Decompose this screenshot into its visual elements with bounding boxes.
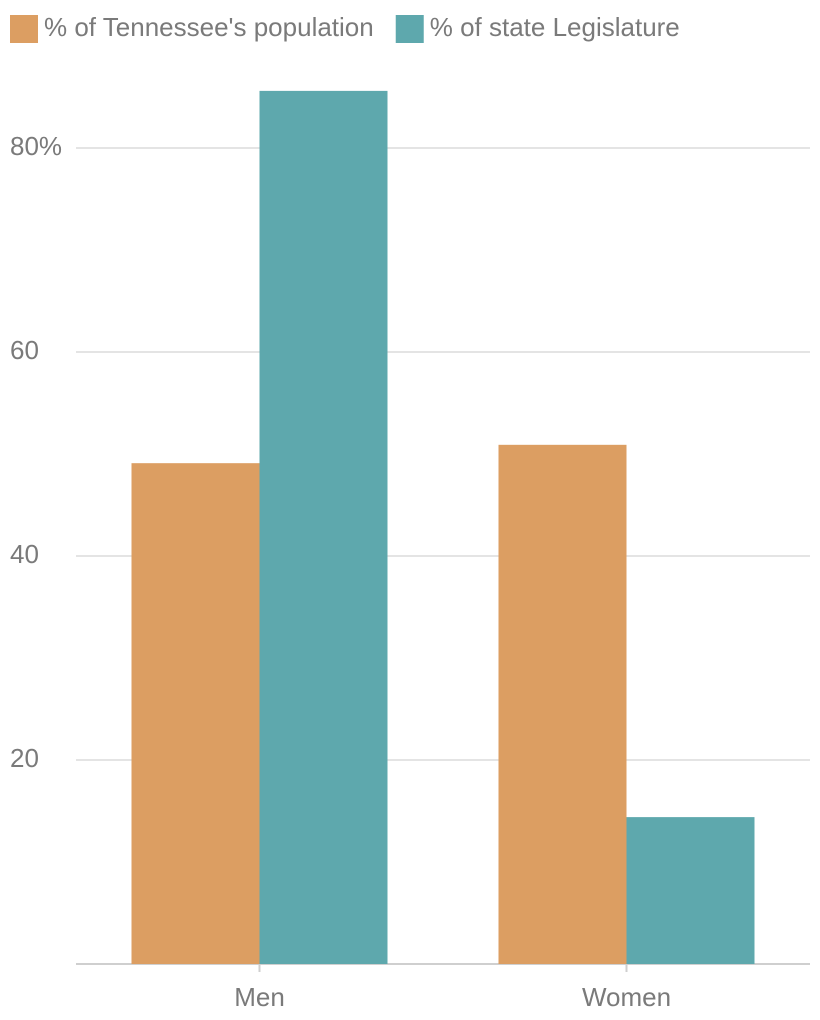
legend-label: % of state Legislature [430, 12, 680, 42]
bar [259, 90, 388, 964]
y-tick-label: 20 [10, 743, 39, 773]
bar [131, 463, 260, 964]
bar [626, 817, 755, 964]
bar [498, 444, 627, 964]
legend-label: % of Tennessee's population [44, 12, 374, 42]
y-tick-label: 40 [10, 539, 39, 569]
y-tick-label: 60 [10, 335, 39, 365]
x-tick-label: Women [582, 982, 671, 1012]
legend-swatch [395, 15, 424, 43]
legend-swatch [10, 15, 38, 43]
y-tick-label: 80% [10, 131, 62, 161]
x-tick-label: Men [234, 982, 285, 1012]
